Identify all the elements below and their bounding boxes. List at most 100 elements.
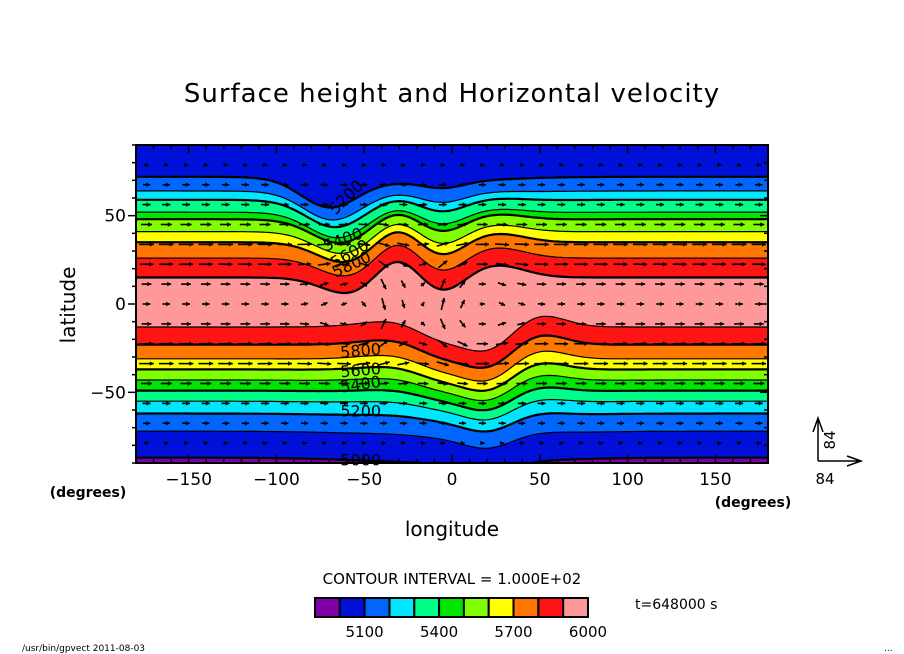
arrow-head xyxy=(678,440,683,446)
colorbar-swatch xyxy=(487,597,515,618)
arrow-head xyxy=(719,301,724,307)
velocity-arrow xyxy=(241,421,249,426)
velocity-arrow xyxy=(398,340,408,347)
arrow-head xyxy=(699,301,704,307)
arrow-head xyxy=(503,222,508,227)
velocity-arrow xyxy=(458,401,467,406)
velocity-arrow xyxy=(379,202,388,207)
velocity-arrow xyxy=(277,242,292,247)
velocity-arrow xyxy=(636,182,644,187)
arrow-head xyxy=(327,242,332,247)
velocity-arrow xyxy=(697,162,702,168)
velocity-arrow xyxy=(717,162,722,168)
velocity-arrow xyxy=(239,381,251,386)
velocity-arrow xyxy=(478,202,487,207)
arrow-head xyxy=(343,321,348,326)
arrow-head xyxy=(284,421,289,426)
velocity-arrow xyxy=(475,242,489,247)
velocity-arrow xyxy=(559,440,564,446)
arrow-head xyxy=(444,362,449,367)
arrow-head xyxy=(504,242,509,247)
arrow-head xyxy=(521,401,526,406)
arrow-head xyxy=(620,301,625,307)
arrow-head xyxy=(248,341,253,346)
velocity-arrow xyxy=(317,361,332,366)
arrow-head xyxy=(660,281,665,287)
velocity-arrow xyxy=(161,321,172,327)
arrow-head xyxy=(482,401,487,406)
contour-label: 5200 xyxy=(340,401,381,420)
arrow-head xyxy=(382,305,387,310)
arrow-head xyxy=(623,262,628,267)
velocity-arrow xyxy=(697,440,702,446)
arrow-head xyxy=(621,281,626,287)
velocity-arrow xyxy=(476,341,488,346)
arrow-head xyxy=(146,202,151,207)
velocity-arrow xyxy=(399,421,407,426)
arrow-head xyxy=(683,242,688,247)
velocity-arrow xyxy=(616,202,625,207)
arrow-head xyxy=(442,260,448,265)
arrow-head xyxy=(480,162,485,168)
velocity-arrow xyxy=(139,262,154,267)
arrow-head xyxy=(364,262,369,267)
contour-line xyxy=(136,350,768,382)
arrow-head xyxy=(758,421,763,426)
velocity-arrow xyxy=(202,182,210,187)
arrow-head xyxy=(463,342,468,347)
arrow-head xyxy=(208,341,213,346)
arrow-head xyxy=(362,440,367,446)
velocity-arrow xyxy=(440,297,446,311)
velocity-arrow xyxy=(694,381,706,386)
arrow-head xyxy=(621,321,626,327)
velocity-arrow xyxy=(715,202,724,207)
footer-program-date: /usr/bin/gpvect 2011-08-03 xyxy=(22,644,145,654)
colorbar-swatch xyxy=(388,597,416,618)
velocity-arrow xyxy=(476,222,488,227)
footer-ellipsis: ... xyxy=(884,644,893,654)
arrow-head xyxy=(227,222,232,227)
velocity-arrow xyxy=(596,401,605,406)
arrow-head xyxy=(562,381,567,386)
velocity-arrow xyxy=(320,202,329,207)
velocity-arrow xyxy=(341,162,347,168)
velocity-arrow xyxy=(656,202,665,207)
velocity-arrow xyxy=(712,242,727,247)
arrow-head xyxy=(323,302,328,307)
velocity-arrow xyxy=(279,381,291,386)
arrow-head xyxy=(186,401,191,406)
velocity-arrow xyxy=(476,262,488,267)
velocity-arrow xyxy=(652,361,668,366)
velocity-arrow xyxy=(515,262,529,267)
arrow-head xyxy=(403,202,408,207)
contour-interval-label: CONTOUR INTERVAL = 1.000E+02 xyxy=(323,570,582,588)
velocity-arrow xyxy=(457,222,468,227)
velocity-arrow xyxy=(519,440,525,446)
velocity-arrow xyxy=(717,440,722,446)
velocity-arrow xyxy=(553,361,569,366)
velocity-arrow xyxy=(734,321,744,327)
velocity-arrow xyxy=(417,361,429,366)
velocity-arrow xyxy=(657,162,663,168)
velocity-arrow xyxy=(299,281,310,287)
velocity-arrow xyxy=(340,282,348,287)
arrow-head xyxy=(504,361,509,366)
velocity-arrow xyxy=(634,222,646,227)
arrow-head xyxy=(483,341,488,346)
arrow-head xyxy=(521,182,526,187)
arrow-head xyxy=(326,341,331,347)
arrow-head xyxy=(661,222,666,227)
x-axis-label: longitude xyxy=(405,517,499,541)
velocity-arrow xyxy=(437,381,448,386)
velocity-arrow xyxy=(198,361,214,366)
velocity-arrow xyxy=(360,300,367,308)
arrow-head xyxy=(441,278,446,284)
velocity-arrow xyxy=(317,341,331,347)
arrow-head xyxy=(443,381,448,386)
arrow-head xyxy=(581,401,586,406)
velocity-arrow xyxy=(258,341,272,346)
velocity-arrow xyxy=(635,321,646,327)
velocity-arrow xyxy=(200,321,211,327)
arrow-head xyxy=(288,361,292,366)
arrow-head xyxy=(481,321,486,327)
